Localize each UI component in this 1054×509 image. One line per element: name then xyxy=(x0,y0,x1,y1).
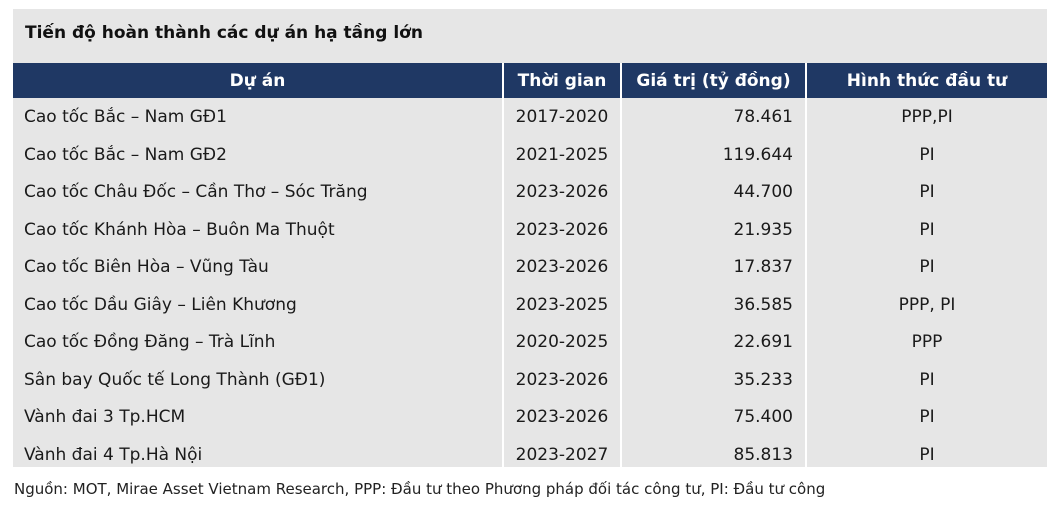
table-row: Cao tốc Khánh Hòa – Buôn Ma Thuột 2023-2… xyxy=(13,210,1047,249)
cell-project: Cao tốc Khánh Hòa – Buôn Ma Thuột xyxy=(13,210,503,249)
cell-value: 21.935 xyxy=(620,210,806,249)
cell-investment-form: PPP, PI xyxy=(805,285,1047,324)
cell-value: 119.644 xyxy=(620,135,806,174)
cell-investment-form: PI xyxy=(805,248,1047,286)
cell-investment-form: PPP,PI xyxy=(805,98,1047,136)
table-row: Cao tốc Đồng Đăng – Trà Lĩnh 2020-2025 2… xyxy=(13,323,1047,361)
cell-project: Cao tốc Châu Đốc – Cần Thơ – Sóc Trăng xyxy=(13,173,503,211)
projects-table: Dự án Thời gian Giá trị (tỷ đồng) Hình t… xyxy=(13,63,1047,473)
cell-project: Cao tốc Bắc – Nam GĐ2 xyxy=(13,135,503,174)
table-row: Vành đai 4 Tp.Hà Nội 2023-2027 85.813 PI xyxy=(13,435,1047,473)
table-row: Cao tốc Bắc – Nam GĐ2 2021-2025 119.644 … xyxy=(13,135,1047,174)
cell-investment-form: PI xyxy=(805,173,1047,211)
column-header-project: Dự án xyxy=(13,63,503,99)
cell-value: 36.585 xyxy=(620,285,806,324)
cell-time: 2023-2026 xyxy=(502,210,621,249)
cell-value: 75.400 xyxy=(620,398,806,436)
cell-time: 2023-2026 xyxy=(502,360,621,399)
cell-project: Vành đai 3 Tp.HCM xyxy=(13,398,503,436)
cell-time: 2023-2026 xyxy=(502,173,621,211)
cell-investment-form: PI xyxy=(805,435,1047,473)
cell-project: Cao tốc Biên Hòa – Vũng Tàu xyxy=(13,248,503,286)
page-title: Tiến độ hoàn thành các dự án hạ tầng lớn xyxy=(25,23,423,43)
cell-time: 2023-2026 xyxy=(502,398,621,436)
cell-time: 2023-2025 xyxy=(502,285,621,324)
cell-time: 2023-2027 xyxy=(502,435,621,473)
table-row: Cao tốc Biên Hòa – Vũng Tàu 2023-2026 17… xyxy=(13,248,1047,286)
table-row: Sân bay Quốc tế Long Thành (GĐ1) 2023-20… xyxy=(13,360,1047,399)
cell-investment-form: PI xyxy=(805,135,1047,174)
cell-time: 2021-2025 xyxy=(502,135,621,174)
cell-investment-form: PI xyxy=(805,360,1047,399)
cell-project: Vành đai 4 Tp.Hà Nội xyxy=(13,435,503,473)
cell-value: 78.461 xyxy=(620,98,806,136)
cell-time: 2020-2025 xyxy=(502,323,621,361)
cell-investment-form: PI xyxy=(805,398,1047,436)
table-header-row: Dự án Thời gian Giá trị (tỷ đồng) Hình t… xyxy=(13,63,1047,99)
cell-project: Cao tốc Bắc – Nam GĐ1 xyxy=(13,98,503,136)
cell-time: 2017-2020 xyxy=(502,98,621,136)
table-row: Vành đai 3 Tp.HCM 2023-2026 75.400 PI xyxy=(13,398,1047,436)
cell-time: 2023-2026 xyxy=(502,248,621,286)
cell-project: Cao tốc Đồng Đăng – Trà Lĩnh xyxy=(13,323,503,361)
cell-value: 44.700 xyxy=(620,173,806,211)
cell-value: 22.691 xyxy=(620,323,806,361)
source-note: Nguồn: MOT, Mirae Asset Vietnam Research… xyxy=(14,480,826,498)
column-header-investment-form: Hình thức đầu tư xyxy=(805,63,1047,99)
table-row: Cao tốc Dầu Giây – Liên Khương 2023-2025… xyxy=(13,285,1047,324)
cell-investment-form: PI xyxy=(805,210,1047,249)
cell-investment-form: PPP xyxy=(805,323,1047,361)
column-header-time: Thời gian xyxy=(502,63,621,99)
cell-value: 35.233 xyxy=(620,360,806,399)
cell-project: Sân bay Quốc tế Long Thành (GĐ1) xyxy=(13,360,503,399)
table-row: Cao tốc Bắc – Nam GĐ1 2017-2020 78.461 P… xyxy=(13,98,1047,136)
table-row: Cao tốc Châu Đốc – Cần Thơ – Sóc Trăng 2… xyxy=(13,173,1047,211)
cell-value: 17.837 xyxy=(620,248,806,286)
cell-project: Cao tốc Dầu Giây – Liên Khương xyxy=(13,285,503,324)
cell-value: 85.813 xyxy=(620,435,806,473)
column-header-value: Giá trị (tỷ đồng) xyxy=(620,63,806,99)
